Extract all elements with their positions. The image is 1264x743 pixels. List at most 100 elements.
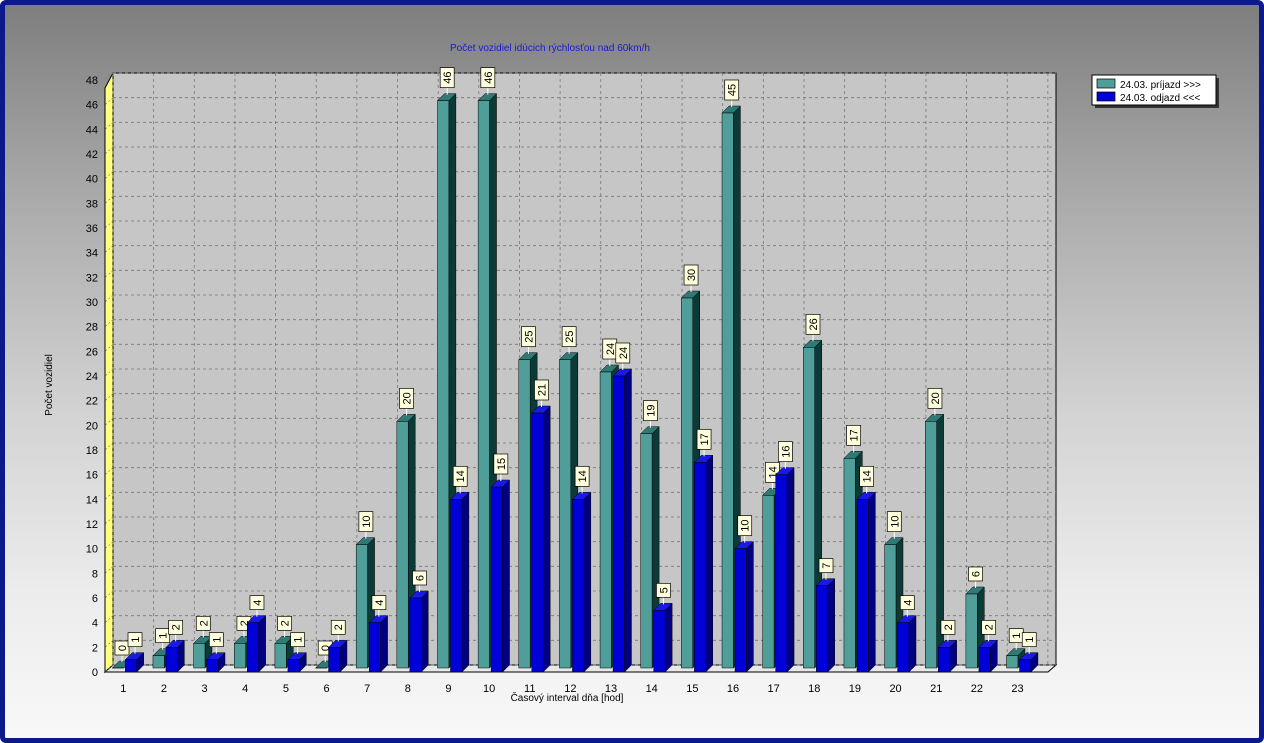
grid-line (104, 270, 114, 278)
y-tick-label: 34 (86, 248, 98, 260)
data-label: 2 (171, 624, 183, 630)
data-label-box (696, 428, 712, 450)
bar-departures: 1 (124, 632, 145, 673)
data-label-box (683, 264, 699, 286)
bar-departures: 2 (165, 619, 185, 673)
data-label-box (155, 628, 171, 644)
x-tick-label: 4 (242, 683, 248, 695)
bar-departures: 4 (246, 595, 267, 673)
data-label: 2 (280, 620, 292, 626)
data-label-box (168, 619, 184, 635)
data-label: 2 (943, 624, 955, 630)
y-tick-label: 44 (86, 124, 98, 136)
bar-departures: 10 (734, 515, 755, 673)
data-label: 4 (252, 600, 264, 606)
bar-departures: 7 (815, 558, 836, 673)
x-tick-label: 13 (605, 683, 617, 695)
plot-area: 0246810121416182022242628303234363840424… (86, 67, 1058, 695)
data-label: 1 (211, 637, 223, 643)
data-label: 14 (862, 470, 874, 482)
data-label-box (940, 619, 956, 635)
data-label: 46 (483, 72, 495, 84)
data-label: 20 (930, 392, 942, 404)
y-tick-label: 4 (92, 618, 98, 630)
data-label-box (412, 570, 427, 586)
bar-departures: 24 (612, 342, 633, 673)
data-label-box (371, 595, 387, 611)
grid-line (104, 319, 114, 327)
y-tick-label: 30 (86, 297, 98, 309)
chart-canvas: Počet vozidiel idúcich rýchlosťou nad 60… (44, 43, 1219, 704)
data-label-box (886, 511, 902, 533)
y-tick-label: 38 (86, 198, 98, 210)
y-tick-label: 24 (86, 371, 98, 383)
y-tick-label: 8 (92, 568, 98, 580)
grid-line (104, 146, 114, 155)
data-label: 4 (902, 600, 914, 606)
bar-departures: 14 (856, 465, 876, 673)
data-label-box (778, 441, 793, 463)
y-tick-label: 36 (86, 223, 98, 235)
legend-label-2: 24.03. odjazd <<< (1120, 93, 1201, 104)
bar-departures: 6 (409, 570, 429, 673)
bar-departures: 17 (693, 428, 714, 673)
x-tick-label: 20 (889, 683, 901, 695)
data-label: 7 (821, 563, 833, 569)
data-label: 16 (780, 446, 792, 458)
grid-line (104, 516, 114, 525)
grid-line (104, 344, 114, 352)
data-label: 1 (1024, 637, 1036, 643)
data-label: 20 (402, 392, 414, 404)
data-label: 17 (849, 429, 861, 441)
data-label-box (561, 326, 577, 348)
y-tick-label: 14 (86, 494, 98, 506)
data-label-box (968, 566, 983, 582)
bar-departures: 4 (368, 595, 389, 673)
y-tick-label: 22 (86, 396, 98, 408)
y-tick-label: 6 (92, 593, 98, 605)
data-label-box (724, 79, 740, 101)
data-label: 5 (658, 587, 670, 593)
data-label-box (927, 387, 943, 409)
data-label-box (805, 313, 821, 335)
data-label: 26 (808, 318, 820, 330)
data-label: 6 (971, 571, 983, 577)
grid-line (104, 72, 114, 81)
data-label: 45 (727, 84, 739, 96)
data-label-box (818, 558, 834, 574)
y-tick-label: 0 (92, 667, 98, 679)
bar-departures: 2 (937, 619, 958, 673)
bar-departures: 14 (449, 465, 470, 673)
x-tick-label: 9 (445, 683, 451, 695)
y-tick-label: 18 (86, 445, 98, 457)
data-label-box (127, 632, 143, 648)
data-label-box (358, 511, 374, 533)
x-tick-label: 18 (808, 683, 820, 695)
data-label-box (493, 453, 509, 475)
data-label: 4 (374, 600, 386, 606)
data-label: 14 (577, 470, 589, 482)
bar-departures: 14 (571, 465, 592, 673)
y-tick-label: 16 (86, 470, 98, 482)
data-label-box (399, 387, 414, 409)
data-label: 24 (618, 347, 630, 359)
y-tick-label: 12 (86, 519, 98, 531)
bar-departures: 2 (327, 619, 348, 673)
x-tick-label: 10 (483, 683, 495, 695)
grid-line (104, 122, 114, 130)
data-label: 14 (455, 470, 467, 482)
data-label-box (859, 465, 875, 487)
data-label-box (208, 632, 224, 648)
data-label: 24 (605, 343, 617, 355)
x-tick-label: 11 (524, 683, 535, 695)
x-tick-label: 7 (364, 683, 370, 695)
data-label-box (737, 515, 753, 537)
x-axis-label: Časový interval dňa [hod] (511, 691, 624, 704)
grid-line (104, 492, 114, 500)
x-tick-label: 23 (1011, 683, 1023, 695)
grid-line (104, 442, 114, 451)
legend-label-1: 24.03. príjazd >>> (1120, 80, 1201, 91)
x-tick-label: 16 (727, 683, 739, 695)
bar-departures: 21 (531, 379, 551, 673)
data-label: 21 (536, 384, 548, 396)
